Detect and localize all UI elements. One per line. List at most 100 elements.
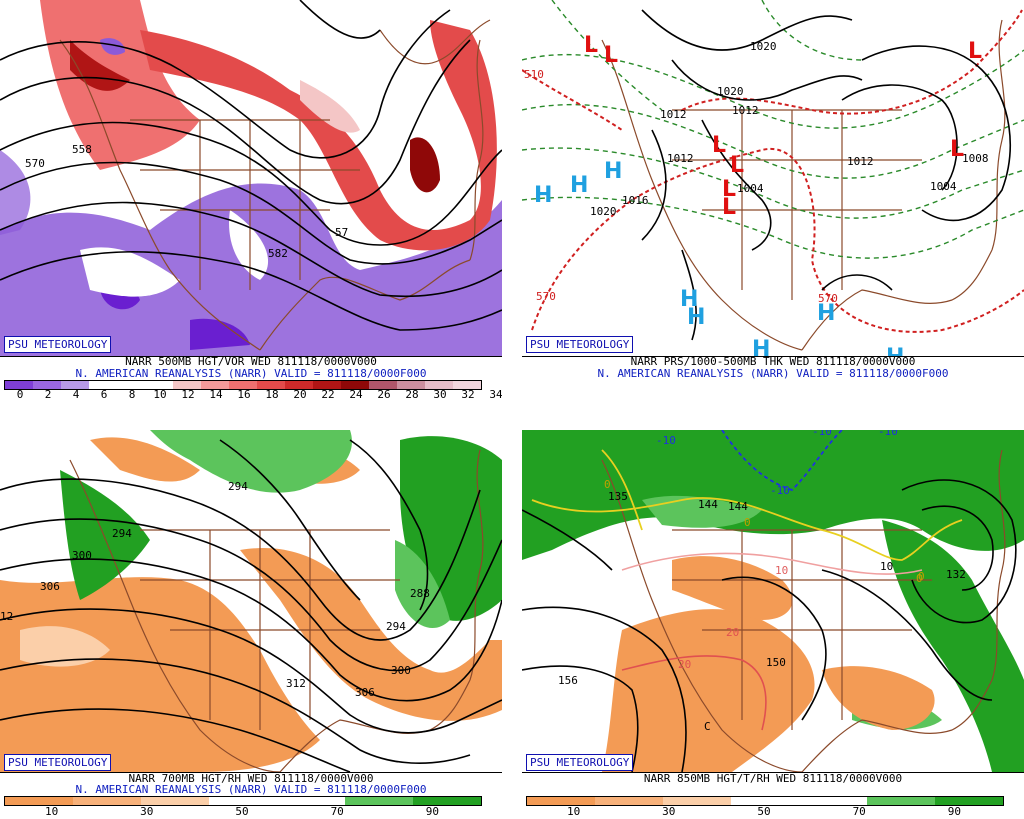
panel-700mb-rh: 294 294 300 306 12 288 294 312 306 300 P…	[0, 410, 502, 819]
t850-label-13: 20	[678, 658, 691, 671]
psu-meteorology-badge: PSU METEOROLOGY	[526, 754, 634, 771]
scale-label: 32	[461, 388, 475, 401]
isotherm-20	[621, 655, 767, 731]
high-pressure-symbol: H	[680, 287, 698, 312]
low-pressure-symbol: L	[604, 43, 618, 68]
prs-label-2: 1020	[750, 40, 777, 53]
dry-region-north	[90, 437, 200, 482]
isotherm-10	[621, 552, 923, 575]
t850-label-10: 10	[880, 560, 893, 573]
rh700-label-5: 12	[0, 610, 13, 623]
rh700-label-2: 294	[112, 527, 132, 540]
scale-label: 10	[153, 388, 167, 401]
t850-label-5: 0	[604, 478, 611, 491]
map-t850: -10 -10 -10 -10 0 0 144 0 10 10 132 20 2…	[522, 430, 1024, 773]
scale-swatch	[663, 797, 731, 805]
prs-label-3: 1020	[717, 85, 744, 98]
vort-contour-label-2: 558	[72, 143, 92, 156]
scale-swatch	[341, 381, 369, 389]
moist-region-east	[882, 520, 1024, 772]
moist-region-north	[522, 430, 1024, 560]
caption-valid: N. AMERICAN REANALYSIS (NARR) VALID = 81…	[75, 783, 427, 796]
rh700-label-10: 300	[391, 664, 411, 677]
prs-label-10: 1016	[622, 194, 649, 207]
scale-label: 10	[44, 805, 59, 818]
psu-meteorology-badge: PSU METEOROLOGY	[4, 336, 112, 353]
prs-label-8: 1004	[930, 180, 957, 193]
high-pressure-symbol: H	[687, 305, 705, 330]
rh700-label-3: 300	[72, 549, 92, 562]
scale-label: 24	[349, 388, 363, 401]
scale-label: 8	[128, 388, 136, 401]
vort-white-band-2	[229, 210, 269, 280]
scale-label: 90	[947, 805, 962, 818]
scale-label: 10	[566, 805, 581, 818]
scale-swatch	[257, 381, 285, 389]
scale-swatch	[5, 381, 33, 389]
scale-label: 34	[489, 388, 502, 401]
isotherm-0	[531, 497, 963, 561]
coastlines	[59, 19, 491, 351]
t850-label-17: 135	[608, 490, 628, 503]
vort-white-band	[80, 247, 180, 297]
t850-label-7: 144	[698, 498, 718, 511]
scale-label: 0	[16, 388, 24, 401]
high-pressure-symbol: H	[886, 345, 904, 356]
thickness-570-line	[522, 9, 1024, 333]
scale-label: 30	[140, 805, 154, 818]
scale-swatch	[313, 381, 341, 389]
scale-swatch	[5, 797, 73, 805]
scale-label: 70	[852, 805, 866, 818]
thickness-contours	[522, 0, 1024, 259]
low-pressure-symbol: L	[722, 177, 736, 202]
t850-label-9: 10	[775, 564, 788, 577]
panel-pressure-thickness: 510 1020 1020 1012 1012 1012 1020 1004 1…	[522, 0, 1024, 409]
low-pressure-symbol: L	[584, 33, 598, 58]
caption-valid: N. AMERICAN REANALYSIS (NARR) VALID = 81…	[75, 367, 427, 380]
scale-swatch	[173, 381, 201, 389]
prs-label-5: 1012	[660, 108, 687, 121]
vorticity-map-svg: 570 558 582 57	[0, 0, 502, 356]
dry-region-light	[20, 626, 110, 667]
t850-label-8: 0	[918, 570, 925, 583]
moist-region-east-2	[395, 540, 450, 629]
map-rh700: 294 294 300 306 12 288 294 312 306 300	[0, 430, 502, 773]
high-pressure-symbol: H	[534, 183, 552, 208]
panel-850mb-temp-rh: -10 -10 -10 -10 0 0 144 0 10 10 132 20 2…	[522, 410, 1024, 819]
t850-label-3: -10	[812, 430, 832, 438]
scale-label: 50	[235, 805, 249, 818]
high-pressure-symbol: H	[570, 173, 588, 198]
scale-swatch	[413, 797, 481, 805]
caption-title: NARR 500MB HGT/VOR WED 811118/0000V000	[125, 355, 377, 368]
scale-swatch	[277, 797, 345, 805]
low-pressure-symbol: L	[730, 153, 744, 178]
vort-max-core	[410, 137, 440, 193]
rh700-label-9: 306	[355, 686, 375, 699]
low-pressure-symbol: L	[712, 133, 726, 158]
t850-map-svg: -10 -10 -10 -10 0 0 144 0 10 10 132 20 2…	[522, 430, 1024, 772]
t850-label-18: 144	[728, 500, 748, 513]
scale-label: 2	[44, 388, 52, 401]
prs-label-4: 1012	[732, 104, 759, 117]
scale-label: 70	[330, 805, 344, 818]
isotherm-0-b	[601, 449, 643, 531]
psu-meteorology-badge: PSU METEOROLOGY	[4, 754, 112, 771]
scale-label: 14	[209, 388, 223, 401]
vort-small-1	[100, 38, 125, 55]
rh-color-scale	[526, 796, 1004, 806]
scale-swatch	[33, 381, 61, 389]
vort-max-band-light	[300, 80, 360, 133]
t850-label-2: -10	[770, 484, 790, 497]
scale-swatch	[89, 381, 117, 389]
caption-title: NARR 700MB HGT/RH WED 811118/0000V000	[128, 772, 374, 785]
caption-title: NARR PRS/1000-500MB THK WED 811118/0000V…	[630, 355, 916, 368]
scale-label: 30	[433, 388, 447, 401]
isobars	[641, 9, 1011, 341]
psu-meteorology-badge: PSU METEOROLOGY	[526, 336, 634, 353]
moist-region-north	[150, 430, 352, 493]
scale-label: 30	[662, 805, 676, 818]
prs-label-9: 1012	[847, 155, 874, 168]
scale-label: 50	[757, 805, 771, 818]
caption-valid: N. AMERICAN REANALYSIS (NARR) VALID = 81…	[597, 367, 949, 380]
scale-label: 26	[377, 388, 391, 401]
